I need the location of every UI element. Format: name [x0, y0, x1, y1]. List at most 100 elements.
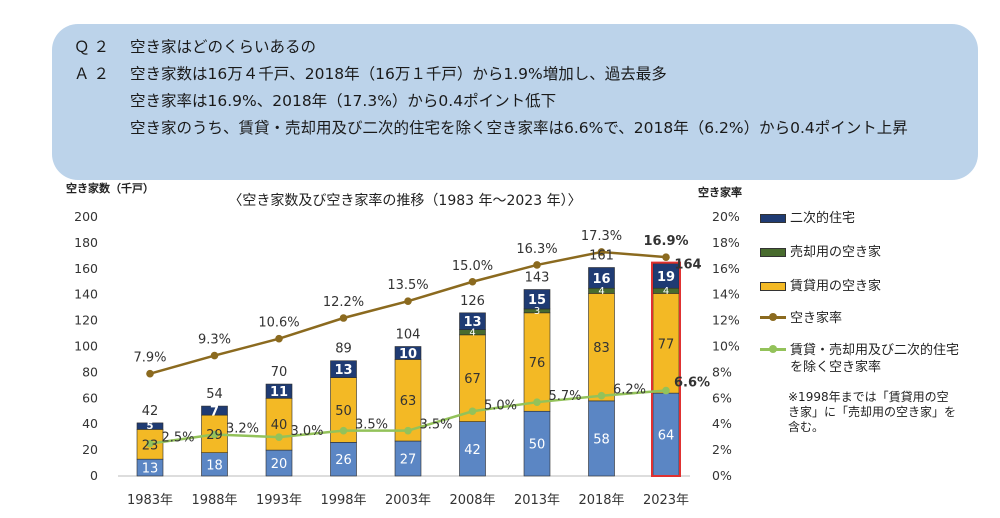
- x-tick-label: 1988年: [191, 493, 237, 508]
- answer-row-2: 空き家率は16.9%、2018年（17.3%）から0.4ポイント低下: [74, 88, 964, 115]
- y-left-tick-label: 80: [82, 364, 98, 379]
- bar-total-label: 164: [674, 258, 701, 273]
- rate-point-label: 12.2%: [323, 295, 364, 310]
- y-right-ticks: 0% 2% 4% 6% 8% 10% 12% 14% 16% 18% 20%: [712, 209, 740, 483]
- x-tick-label: 2013年: [514, 493, 560, 508]
- bar-segment: [136, 422, 164, 430]
- rate-point-label: 2.5%: [161, 431, 194, 446]
- bar-segment-label: 20: [271, 457, 288, 472]
- bar-segment-label: 76: [529, 356, 546, 371]
- rate-point-label: 15.0%: [452, 259, 493, 274]
- bar-segment-label: 19: [657, 270, 675, 285]
- x-tick-label: 1998年: [320, 493, 366, 508]
- rate-point: [597, 248, 606, 256]
- x-ticks: 1983年 1988年 1993年 1998年 2003年 2008年 2013年 2018年…: [127, 493, 689, 508]
- y-left-tick-label: 180: [74, 235, 98, 250]
- bar-segment-label: 7: [210, 405, 219, 420]
- rate-point-label: 10.6%: [258, 316, 299, 331]
- rate-point: [404, 297, 412, 305]
- x-tick-label: 1993年: [256, 493, 302, 508]
- bar-segment-label: 64: [658, 429, 675, 444]
- bar-segment-label: 4: [598, 286, 604, 297]
- answer-tag: Ａ２: [74, 65, 114, 83]
- bar-segment-label: 67: [464, 372, 481, 387]
- rate-point: [339, 426, 348, 435]
- legend-label-second-home: 二次的住宅: [790, 211, 856, 226]
- rate-point: [404, 426, 412, 435]
- bar-segment-label: 63: [400, 394, 417, 409]
- bar-segment: [265, 398, 293, 451]
- bar-total-label: 126: [460, 294, 485, 309]
- legend-swatch-second-home: [760, 214, 786, 223]
- bar-segment-label: 23: [142, 438, 159, 453]
- bar-segment: [523, 312, 551, 412]
- rate-point: [146, 369, 154, 378]
- bar-segment-label: 77: [658, 337, 675, 352]
- y-right-tick-label: 10%: [712, 339, 740, 354]
- y-left-tick-label: 0: [90, 468, 98, 483]
- y-left-ticks: 0 20 40 60 80 100 120 140 160 180 200: [74, 209, 98, 483]
- bar-segment-label: 11: [270, 385, 288, 400]
- bar-segment-label: 10: [399, 347, 417, 362]
- x-tick-label: 2018年: [578, 493, 624, 508]
- bar-segment-label: 42: [464, 443, 481, 458]
- answer-row: Ａ２ 空き家数は16万４千戸、2018年（16万１千戸）から1.9%増加し、過去…: [74, 61, 964, 88]
- legend-label-for-rent: 賃貸用の空き家: [790, 279, 882, 294]
- qa-panel: Ｑ２ 空き家はどのくらいあるの Ａ２ 空き家数は16万４千戸、2018年（16万…: [52, 24, 978, 180]
- x-tick-label: 2008年: [449, 493, 495, 508]
- bar-segment-label: 27: [400, 453, 417, 468]
- rate-point-label: 13.5%: [387, 278, 428, 293]
- bar-segment-label: 3: [534, 306, 540, 317]
- bar-total-label: 143: [525, 271, 550, 286]
- rate-point: [468, 277, 477, 286]
- bar-segment: [459, 334, 486, 422]
- y-right-tick-label: 0%: [712, 468, 732, 483]
- rate-point: [597, 391, 606, 400]
- legend-label-vacancy-rate: 空き家率: [790, 311, 843, 326]
- rate-point-label: 3.5%: [419, 418, 452, 433]
- rate-point-label: 6.2%: [613, 383, 646, 398]
- question-row: Ｑ２ 空き家はどのくらいあるの: [74, 34, 964, 61]
- bar-segment-label: 16: [592, 272, 610, 287]
- rate-point: [146, 439, 154, 448]
- bar-segment: [394, 440, 422, 477]
- legend-line-vacancy-rate: [760, 310, 786, 324]
- rate-point: [468, 407, 477, 416]
- bar-segment-label: 40: [271, 418, 288, 433]
- chart-title: 〈空き家数及び空き家率の推移（1983 年～2023 年）〉: [228, 192, 581, 209]
- legend-item-for-rent: 賃貸用の空き家: [760, 278, 881, 295]
- bar-segment-label: 18: [206, 458, 223, 473]
- chart-note: ※1998年までは「賃貸用の空き家」に「売却用の空き家」を含む。: [788, 390, 957, 434]
- rate-point-label: 5.7%: [548, 389, 581, 404]
- question-tag: Ｑ２: [74, 38, 114, 56]
- y-left-tick-label: 120: [74, 313, 98, 328]
- bar-segment: [330, 360, 357, 378]
- legend-item-for-sale: 売却用の空き家: [760, 244, 881, 261]
- legend-line-other-rate: [760, 342, 786, 356]
- bar-segment-label: 4: [469, 327, 475, 338]
- bar-segment-label: 26: [335, 453, 352, 468]
- bar-segment-label: 29: [206, 428, 223, 443]
- bar-segment: [588, 400, 615, 477]
- rate-point-label: 16.9%: [643, 234, 688, 249]
- rate-point: [533, 398, 541, 406]
- rate-point-label: 16.3%: [516, 242, 557, 257]
- y-right-tick-label: 16%: [712, 261, 740, 276]
- rate-point: [662, 386, 670, 395]
- bar-total-label: 104: [396, 328, 421, 343]
- bar-segment-label: 4: [663, 286, 669, 297]
- bar-segment: [652, 263, 680, 289]
- bar-segment-label: 50: [529, 438, 546, 453]
- y-right-axis-label: 空き家率: [698, 185, 742, 199]
- bar-total-label: 42: [142, 404, 159, 419]
- bar-segment-label: 5: [147, 421, 154, 432]
- rate-point-label: 7.9%: [133, 351, 166, 366]
- x-tick-label: 2023年: [643, 493, 689, 508]
- x-tick-label: 2003年: [385, 493, 431, 508]
- rate-point-label: 9.3%: [198, 333, 231, 348]
- legend-swatch-for-sale: [760, 248, 786, 257]
- rate-point: [275, 334, 283, 343]
- legend-label-other-rate: 賃貸・売却用及び二次的住宅を除く空き家率: [790, 343, 960, 375]
- bar-segment: [201, 405, 228, 416]
- bar-segment-label: 13: [463, 315, 481, 330]
